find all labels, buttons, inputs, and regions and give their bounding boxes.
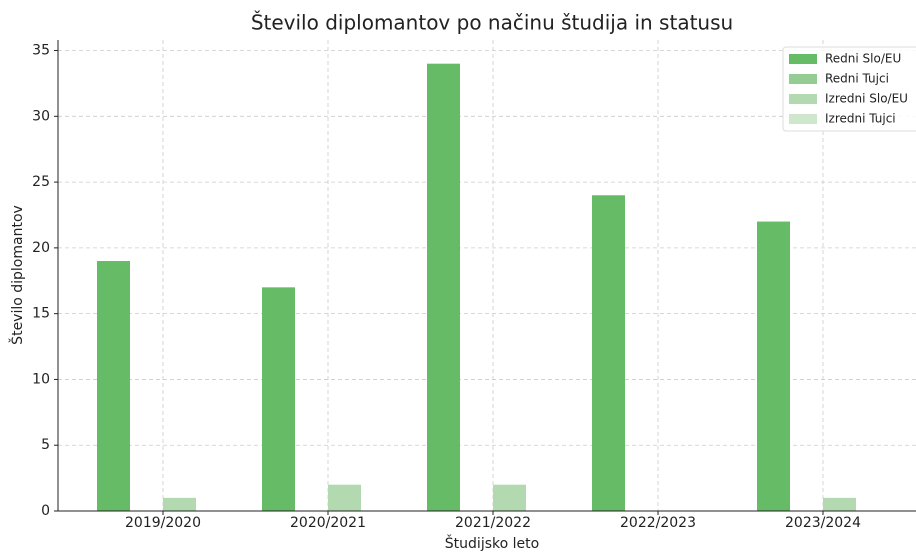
bar: [262, 287, 295, 511]
legend-label: Izredni Slo/EU: [825, 92, 908, 106]
y-tick-label: 0: [41, 503, 50, 519]
x-tick-label: 2023/2024: [785, 515, 861, 531]
y-tick-label: 5: [41, 437, 50, 453]
legend-swatch: [789, 54, 817, 64]
x-tick-label: 2022/2023: [620, 515, 696, 531]
y-tick-label: 35: [32, 43, 50, 59]
legend-swatch: [789, 94, 817, 104]
x-tick-label: 2020/2021: [290, 515, 366, 531]
bar: [427, 63, 460, 511]
bar: [757, 221, 790, 511]
legend-label: Izredni Tujci: [825, 112, 896, 126]
bar: [328, 484, 361, 511]
x-axis-label: Študijsko leto: [445, 534, 539, 552]
legend-label: Redni Slo/EU: [825, 52, 901, 66]
x-tick-label: 2021/2022: [455, 515, 531, 531]
bar: [823, 497, 856, 511]
bar: [493, 484, 526, 511]
y-tick-label: 30: [32, 108, 50, 124]
bar: [592, 195, 625, 512]
y-axis-label: Število diplomantov: [8, 205, 26, 345]
y-tick-label: 20: [32, 240, 50, 256]
y-tick-label: 15: [32, 306, 50, 322]
legend-swatch: [789, 114, 817, 124]
bar: [163, 497, 196, 511]
y-tick-label: 10: [32, 371, 50, 387]
chart-title: Število diplomantov po načinu študija in…: [251, 11, 733, 35]
legend-swatch: [789, 74, 817, 84]
bar: [97, 261, 130, 511]
x-tick-label: 2019/2020: [125, 515, 201, 531]
legend-box: [782, 46, 916, 132]
y-tick-label: 25: [32, 174, 50, 190]
legend-label: Redni Tujci: [825, 72, 889, 86]
